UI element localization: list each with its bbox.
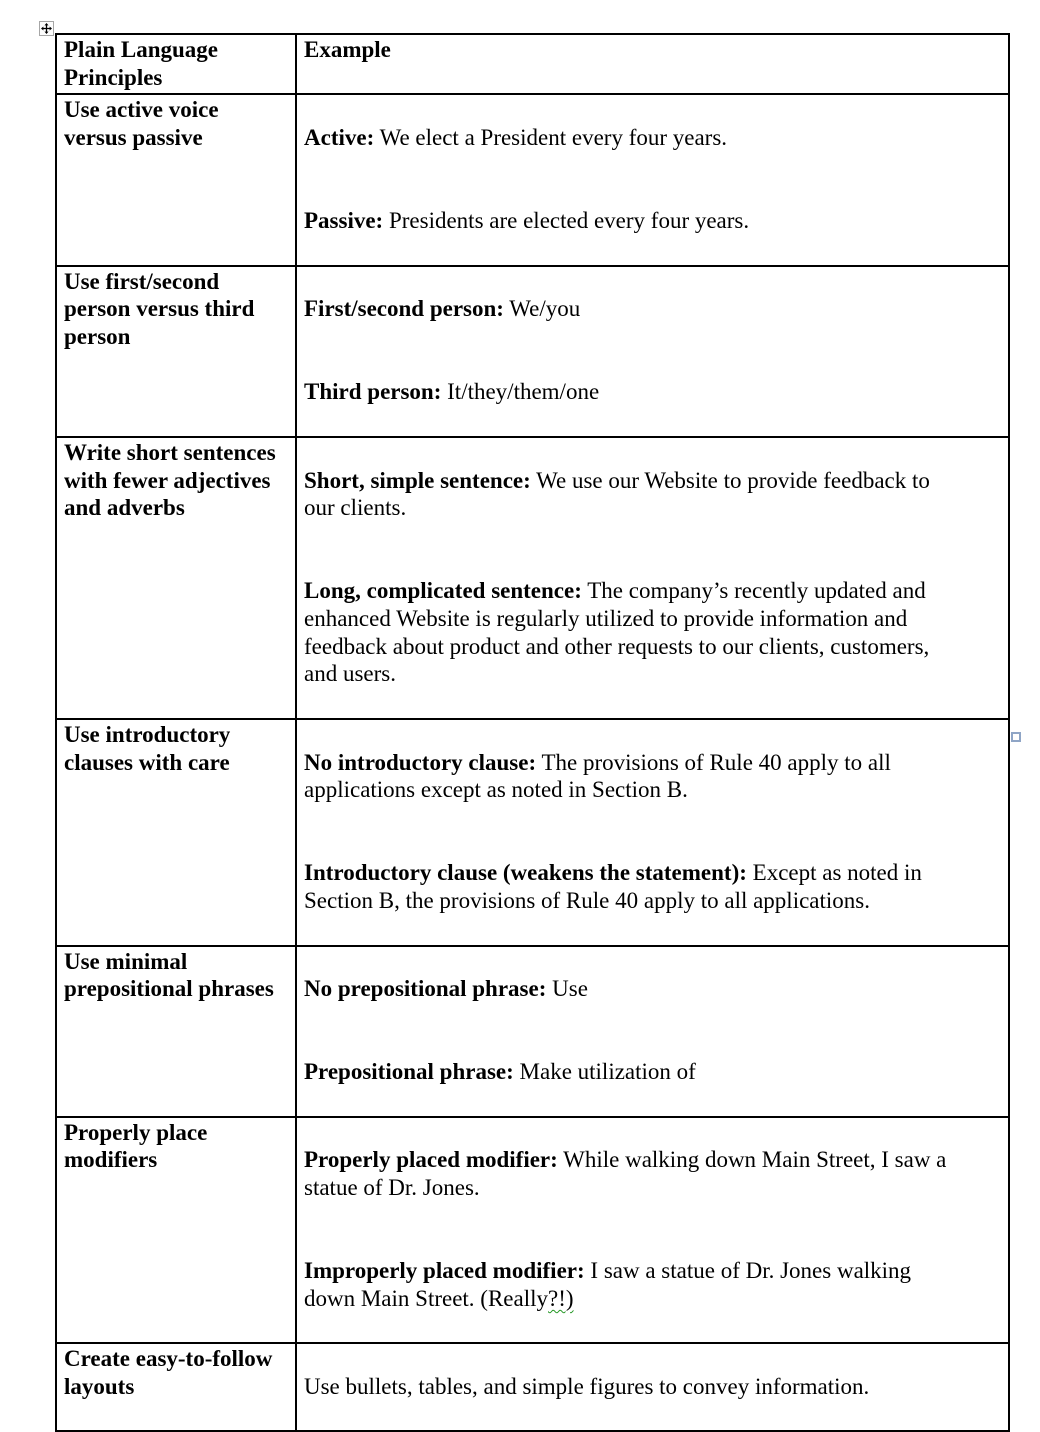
example-line: Active: We elect a President every four … [304, 124, 1000, 152]
example-line: Properly placed modifier: While walking … [304, 1146, 1000, 1201]
example-cell[interactable]: Active: We elect a President every four … [295, 93, 1010, 267]
example-label: Prepositional phrase: [304, 1059, 514, 1085]
example-cell[interactable]: Properly placed modifier: While walking … [295, 1115, 1010, 1345]
principle-cell[interactable]: Properly place modifiers [55, 1115, 297, 1345]
example-line: First/second person: We/you [304, 295, 1000, 323]
example-label: Improperly placed modifier: [304, 1258, 585, 1284]
example-line: Use bullets, tables, and simple figures … [304, 1373, 1000, 1401]
principle-text: Use minimal prepositional phrases [64, 948, 274, 1002]
example-text: It/they/them/one [441, 379, 600, 405]
example-cell[interactable]: Use bullets, tables, and simple figures … [295, 1342, 1010, 1432]
example-cell[interactable]: No prepositional phrase: Use Preposition… [295, 944, 1010, 1118]
document-page: { "page": { "background": "#ffffff", "gr… [39, 21, 1021, 1432]
principle-text: Use active voice versus passive [64, 97, 219, 151]
table-row: Use minimal prepositional phrases No pre… [55, 944, 1010, 1118]
example-label: First/second person: [304, 296, 504, 322]
example-text: We use our Website to provide feedback t… [304, 467, 930, 521]
example-line: Short, simple sentence: We use our Websi… [304, 467, 1000, 522]
example-text: We/you [503, 296, 581, 322]
example-cell[interactable]: No introductory clause: The provisions o… [295, 717, 1010, 947]
example-line: Third person: It/they/them/one [304, 378, 1000, 406]
example-text: We elect a President every four years. [374, 125, 728, 151]
four-way-arrow-icon [41, 23, 52, 34]
example-text: Use bullets, tables, and simple figures … [304, 1374, 870, 1400]
example-cell[interactable]: Short, simple sentence: We use our Websi… [295, 435, 1010, 720]
example-line: Prepositional phrase: Make utilization o… [304, 1058, 1000, 1086]
example-label: Introductory clause (weakens the stateme… [304, 860, 747, 886]
example-label: Active: [304, 125, 375, 151]
table-row: Create easy-to-follow layouts Use bullet… [55, 1342, 1010, 1432]
example-line: Long, complicated sentence: The company’… [304, 577, 1000, 688]
header-row: Plain Language Principles Example [55, 32, 1010, 96]
example-cell[interactable]: First/second person: We/you Third person… [295, 264, 1010, 438]
example-label: Third person: [304, 379, 442, 405]
principle-cell[interactable]: Create easy-to-follow layouts [55, 1342, 297, 1432]
grammar-squiggle-text: ?!) [548, 1285, 574, 1311]
principle-text: Create easy-to-follow layouts [64, 1346, 273, 1400]
example-line: Introductory clause (weakens the stateme… [304, 859, 1000, 914]
column-header-example[interactable]: Example [295, 32, 1010, 96]
table-row: Use first/second person versus third per… [55, 264, 1010, 438]
example-line: No prepositional phrase: Use [304, 975, 1000, 1003]
table-row: Use active voice versus passive Active: … [55, 93, 1010, 267]
table-row: Use introductory clauses with care No in… [55, 717, 1010, 947]
example-label: No prepositional phrase: [304, 976, 547, 1002]
example-line: Improperly placed modifier: I saw a stat… [304, 1257, 1000, 1312]
principle-cell[interactable]: Write short sentences with fewer adjecti… [55, 435, 297, 720]
example-label: Passive: [304, 208, 384, 234]
principle-cell[interactable]: Use introductory clauses with care [55, 717, 297, 947]
principle-text: Write short sentences with fewer adjecti… [64, 439, 276, 521]
principle-cell[interactable]: Use first/second person versus third per… [55, 264, 297, 438]
table-move-handle[interactable] [39, 21, 54, 36]
plain-language-table: Plain Language Principles Example Use ac… [55, 32, 1010, 1432]
example-label: Long, complicated sentence: [304, 578, 582, 604]
principle-text: Use first/second person versus third per… [64, 268, 255, 350]
principle-cell[interactable]: Use active voice versus passive [55, 93, 297, 267]
table-row: Write short sentences with fewer adjecti… [55, 435, 1010, 720]
example-label: Properly placed modifier: [304, 1147, 558, 1173]
example-text: Make utilization of [513, 1059, 696, 1085]
example-text: Presidents are elected every four years. [383, 208, 750, 234]
table-resize-handle[interactable] [1011, 732, 1021, 742]
example-text: Use [546, 976, 588, 1002]
example-label: Short, simple sentence: [304, 467, 531, 493]
principle-text: Use introductory clauses with care [64, 721, 231, 775]
table-row: Properly place modifiers Properly placed… [55, 1115, 1010, 1345]
principle-cell[interactable]: Use minimal prepositional phrases [55, 944, 297, 1118]
example-label: No introductory clause: [304, 749, 537, 775]
example-line: Passive: Presidents are elected every fo… [304, 207, 1000, 235]
example-text: The company’s recently updated and enhan… [304, 578, 930, 687]
table-body: Plain Language Principles Example Use ac… [55, 32, 1010, 1432]
column-header-principles[interactable]: Plain Language Principles [55, 32, 297, 96]
principle-text: Properly place modifiers [64, 1119, 208, 1173]
example-line: No introductory clause: The provisions o… [304, 749, 1000, 804]
